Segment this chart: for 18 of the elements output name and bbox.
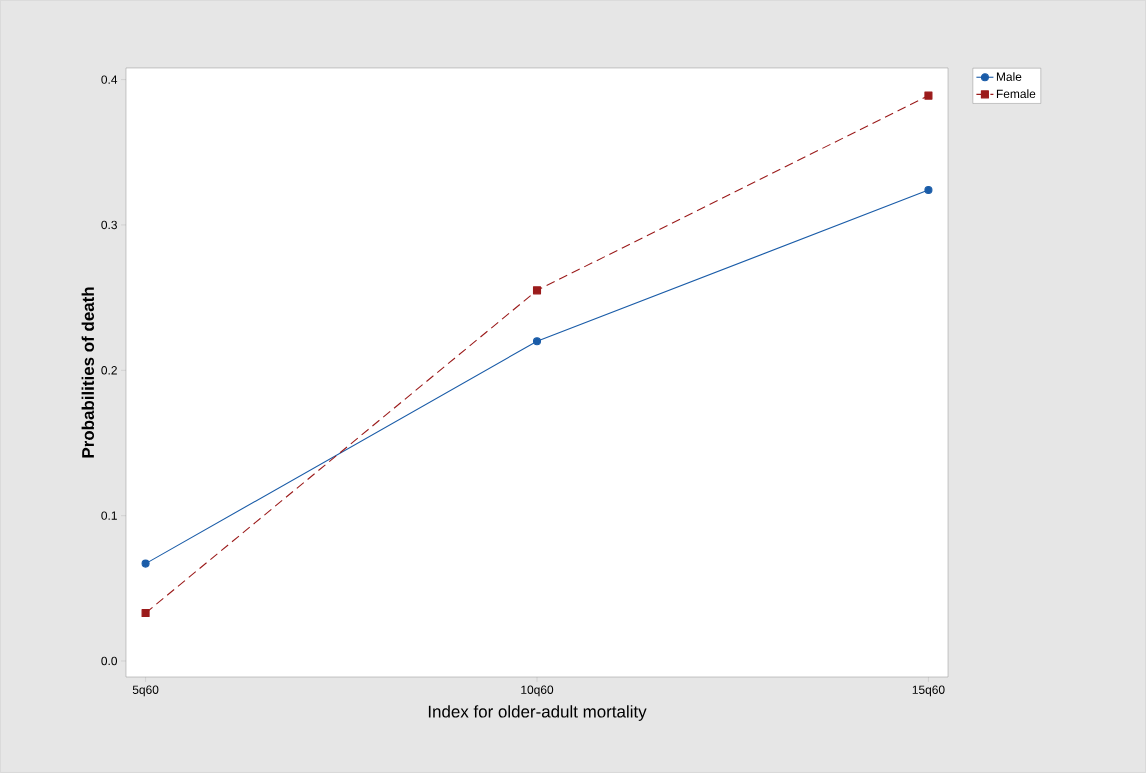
x-tick-label: 5q60	[132, 685, 159, 697]
legend-label: Female	[996, 89, 1036, 99]
y-axis-title: Probabilities of death	[81, 287, 95, 458]
point	[141, 608, 150, 618]
x-tick-label: 10q60	[521, 685, 554, 697]
y-tick-label: 0.0	[101, 656, 118, 666]
y-tick-label: 0.3	[101, 220, 117, 230]
legend-label: Male	[996, 72, 1022, 81]
point	[532, 286, 542, 295]
point	[532, 337, 542, 346]
point	[141, 559, 150, 568]
x-axis-title: Index for older-adult mortality	[428, 705, 647, 721]
x-tick-label: 15q60	[912, 685, 945, 697]
y-tick-label: 0.4	[101, 75, 118, 84]
point	[924, 91, 933, 100]
y-tick-label: 0.1	[101, 511, 117, 520]
point	[924, 186, 933, 195]
y-tick-label: 0.2	[101, 366, 117, 375]
